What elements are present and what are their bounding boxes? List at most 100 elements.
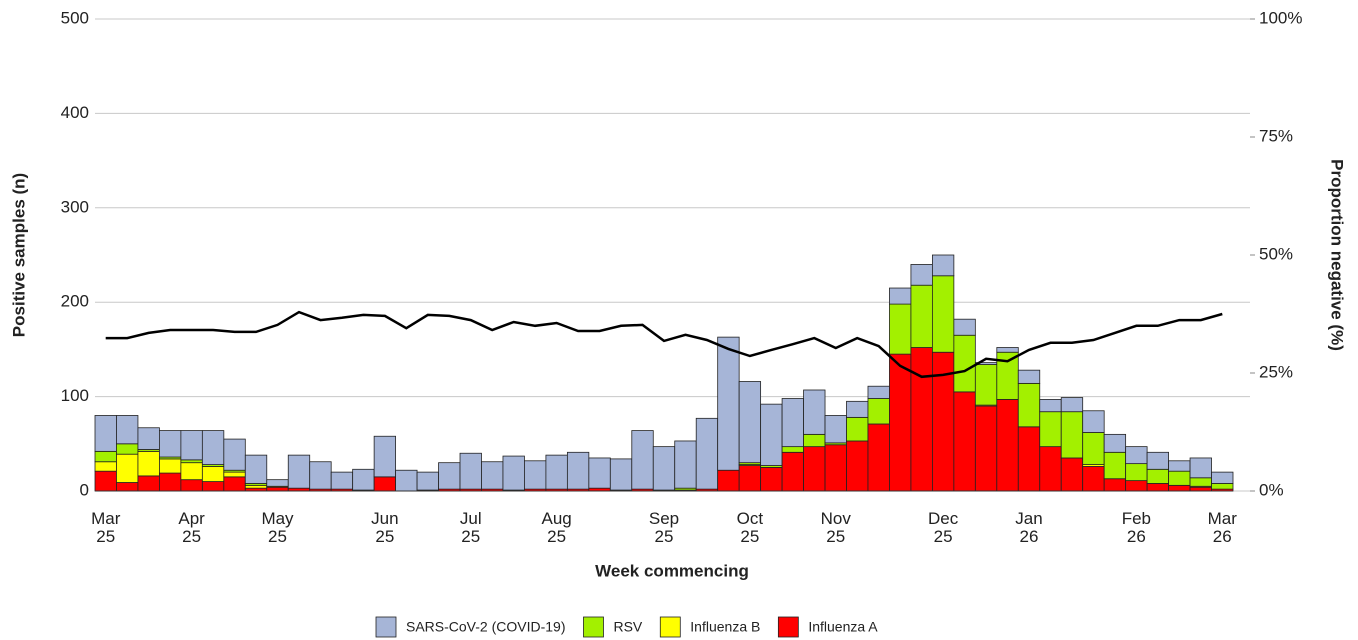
bar-segment xyxy=(223,471,246,478)
bar-segment xyxy=(1146,483,1169,492)
x-tick-label: Jan 26 xyxy=(1015,509,1043,546)
bar-segment xyxy=(910,347,933,492)
bar-segment xyxy=(996,399,1019,492)
x-tick-label: Jun 25 xyxy=(371,509,399,546)
bar-segment xyxy=(867,398,890,425)
y-tick-label: 400 xyxy=(61,103,89,122)
bar-segment xyxy=(1125,463,1148,482)
bar-segment xyxy=(717,336,740,471)
bar-segment xyxy=(481,461,504,490)
bar-segment xyxy=(287,454,311,489)
x-tick-label: Oct 25 xyxy=(736,509,764,546)
bar-segment xyxy=(803,389,826,435)
bar-segment xyxy=(244,484,268,489)
bar-segment xyxy=(717,469,740,492)
bar-segment xyxy=(1168,470,1191,486)
bar-segment xyxy=(974,364,998,406)
bar-segment xyxy=(738,465,762,492)
bar-segment xyxy=(159,430,182,458)
bar-segment xyxy=(781,446,804,453)
bar-segment xyxy=(1082,432,1105,465)
bar-segment xyxy=(867,385,890,399)
bar-segment xyxy=(803,433,826,448)
bar-segment xyxy=(309,461,332,490)
legend-swatch xyxy=(659,616,681,638)
bar-segment xyxy=(1103,433,1127,453)
bar-segment xyxy=(180,479,203,492)
bar-segment xyxy=(1146,468,1169,484)
bar-segment xyxy=(1211,483,1234,490)
bar-segment xyxy=(953,391,976,492)
bar-segment xyxy=(1189,486,1212,492)
legend-label: Influenza A xyxy=(808,619,878,635)
bar-segment xyxy=(1125,446,1148,465)
x-tick-label: Mar 26 xyxy=(1207,509,1237,546)
x-tick-label: Nov 25 xyxy=(820,509,851,546)
bar-segment xyxy=(180,459,203,464)
bar-segment xyxy=(266,486,289,492)
bar-segment xyxy=(395,469,418,492)
bar-segment xyxy=(1039,399,1062,413)
bar-segment xyxy=(674,440,697,489)
bar-segment xyxy=(781,398,804,448)
bar-segment xyxy=(137,427,160,450)
bar-segment xyxy=(116,443,139,455)
bar-segment xyxy=(824,444,847,492)
y-tick-label: 500 xyxy=(61,8,89,27)
bar-segment xyxy=(695,417,719,490)
bar-segment xyxy=(201,481,225,492)
bar-segment xyxy=(201,430,225,465)
legend-label: SARS-CoV-2 (COVID-19) xyxy=(406,619,565,635)
bar-segment xyxy=(223,438,246,471)
y-tick-label: 100 xyxy=(61,386,89,405)
bar-segment xyxy=(373,476,397,492)
bar-segment xyxy=(352,468,375,491)
bar-segment xyxy=(566,451,590,490)
bar-segment xyxy=(1039,446,1062,492)
bar-segment xyxy=(1168,484,1191,492)
x-tick-label: Feb 26 xyxy=(1121,509,1152,546)
bar-segment xyxy=(1103,478,1127,492)
y-tick-label: 0 xyxy=(80,480,89,499)
bar-segment xyxy=(201,466,225,482)
y2-tick-label: 75% xyxy=(1259,126,1293,145)
bar-segment xyxy=(137,450,160,477)
y-axis-title: Positive samples (n) xyxy=(9,173,28,337)
bar-segment xyxy=(1017,382,1041,428)
bar-segment xyxy=(1146,451,1169,470)
bar-segment xyxy=(824,415,847,444)
bar-segment xyxy=(1189,457,1212,479)
bar-segment xyxy=(94,461,117,472)
x-tick-label: Jul 25 xyxy=(459,509,482,546)
bar-segment xyxy=(867,423,890,492)
bar-segment xyxy=(137,475,160,492)
bar-segment xyxy=(846,440,869,492)
x-axis-title: Week commencing xyxy=(595,561,749,580)
bar-segment xyxy=(889,303,912,355)
bar-segment xyxy=(545,454,568,490)
bar-segment xyxy=(1017,369,1041,384)
bar-segment xyxy=(889,353,912,492)
bar-segment xyxy=(609,458,633,491)
bar-segment xyxy=(244,454,268,484)
bar-segment xyxy=(438,462,461,490)
bar-segment xyxy=(180,462,203,481)
bar-segment xyxy=(1168,460,1191,472)
bar-segment xyxy=(1039,411,1062,448)
x-tick-label: Aug 25 xyxy=(541,509,572,546)
y2-tick-label: 0% xyxy=(1259,480,1284,499)
legend-label: RSV xyxy=(613,619,642,635)
bar-segment xyxy=(116,453,139,483)
bar-segment xyxy=(889,287,912,305)
negative-line xyxy=(105,310,1223,379)
bar-segment xyxy=(116,415,139,445)
bar-segment xyxy=(953,334,976,393)
bar-segment xyxy=(524,460,547,490)
bar-segment xyxy=(180,430,203,461)
bar-segment xyxy=(760,466,783,492)
bar-segment xyxy=(1103,451,1127,480)
bar-segment xyxy=(1125,480,1148,492)
bar-segment xyxy=(1060,397,1084,413)
